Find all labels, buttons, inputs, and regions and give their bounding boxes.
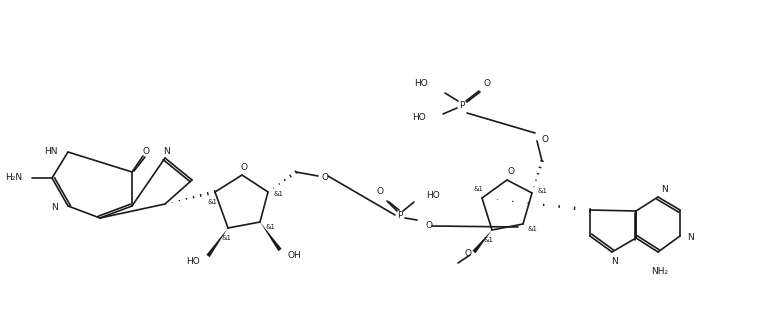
Text: H₂N: H₂N <box>5 173 22 182</box>
Text: O: O <box>541 134 549 144</box>
Text: HO: HO <box>426 191 440 201</box>
Text: O: O <box>142 147 149 156</box>
Text: O: O <box>507 168 515 177</box>
Text: P: P <box>397 211 403 219</box>
Text: HO: HO <box>186 258 200 267</box>
Text: &1: &1 <box>537 188 547 194</box>
Text: &1: &1 <box>273 191 283 197</box>
Text: N: N <box>51 203 58 213</box>
Text: &1: &1 <box>221 235 231 241</box>
Text: &1: &1 <box>474 186 484 192</box>
Text: N: N <box>661 186 668 194</box>
Polygon shape <box>260 222 282 251</box>
Text: OH: OH <box>288 251 302 260</box>
Text: O: O <box>465 249 472 259</box>
Text: O: O <box>322 172 329 181</box>
Text: P: P <box>459 100 465 110</box>
Text: N: N <box>164 146 170 156</box>
Text: O: O <box>241 163 248 171</box>
Text: N: N <box>687 234 693 242</box>
Text: HN: HN <box>45 147 58 156</box>
Text: &1: &1 <box>265 224 275 230</box>
Text: HO: HO <box>413 112 426 122</box>
Text: &1: &1 <box>528 226 538 232</box>
Text: O: O <box>376 188 384 196</box>
Text: N: N <box>611 257 618 265</box>
Polygon shape <box>472 230 492 253</box>
Text: &1: &1 <box>484 237 494 243</box>
Text: HO: HO <box>414 79 428 88</box>
Text: O: O <box>425 221 432 229</box>
Text: &1: &1 <box>207 199 217 205</box>
Polygon shape <box>207 228 228 257</box>
Text: O: O <box>484 78 491 87</box>
Text: NH₂: NH₂ <box>652 268 668 276</box>
